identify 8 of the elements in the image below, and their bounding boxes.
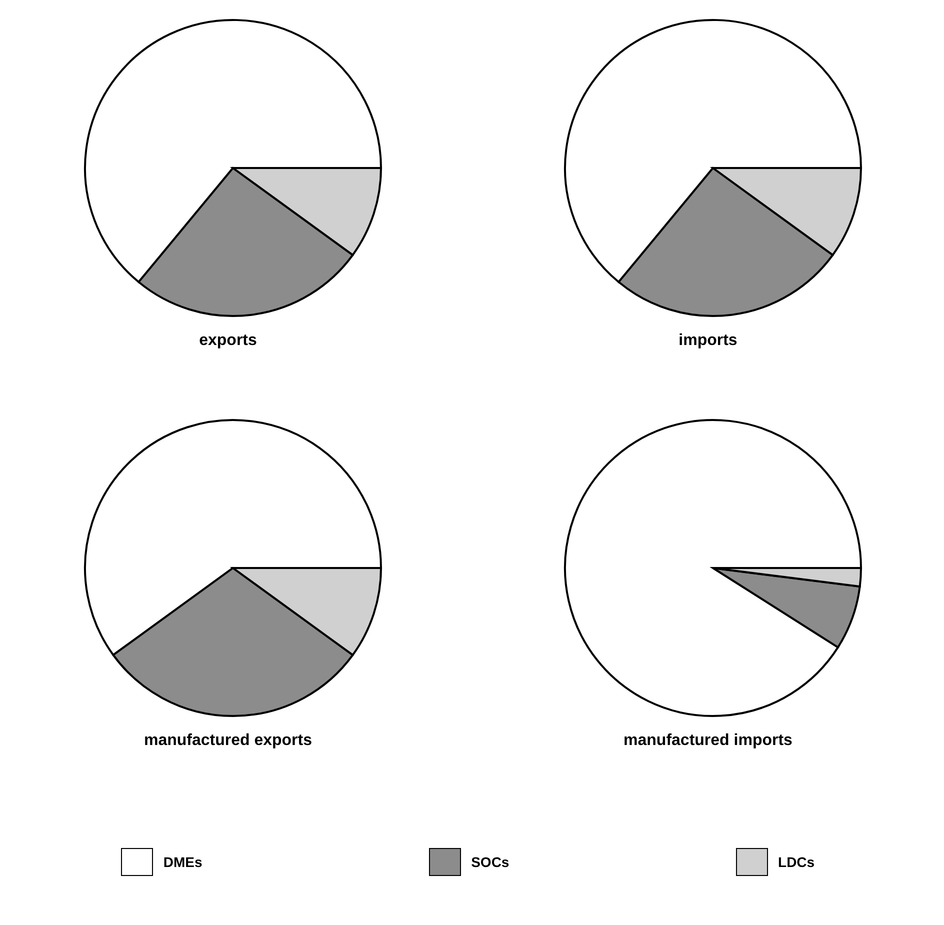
pie-slice bbox=[564, 419, 862, 717]
text: imports bbox=[678, 332, 738, 350]
legend-label: DMEs bbox=[163, 854, 202, 870]
legend-label: SOCs bbox=[471, 854, 510, 870]
text: manufactured imports bbox=[624, 732, 792, 750]
legend-label: LDCs bbox=[778, 854, 815, 870]
text: exports bbox=[199, 332, 257, 350]
text: manufactured exports bbox=[144, 732, 312, 750]
